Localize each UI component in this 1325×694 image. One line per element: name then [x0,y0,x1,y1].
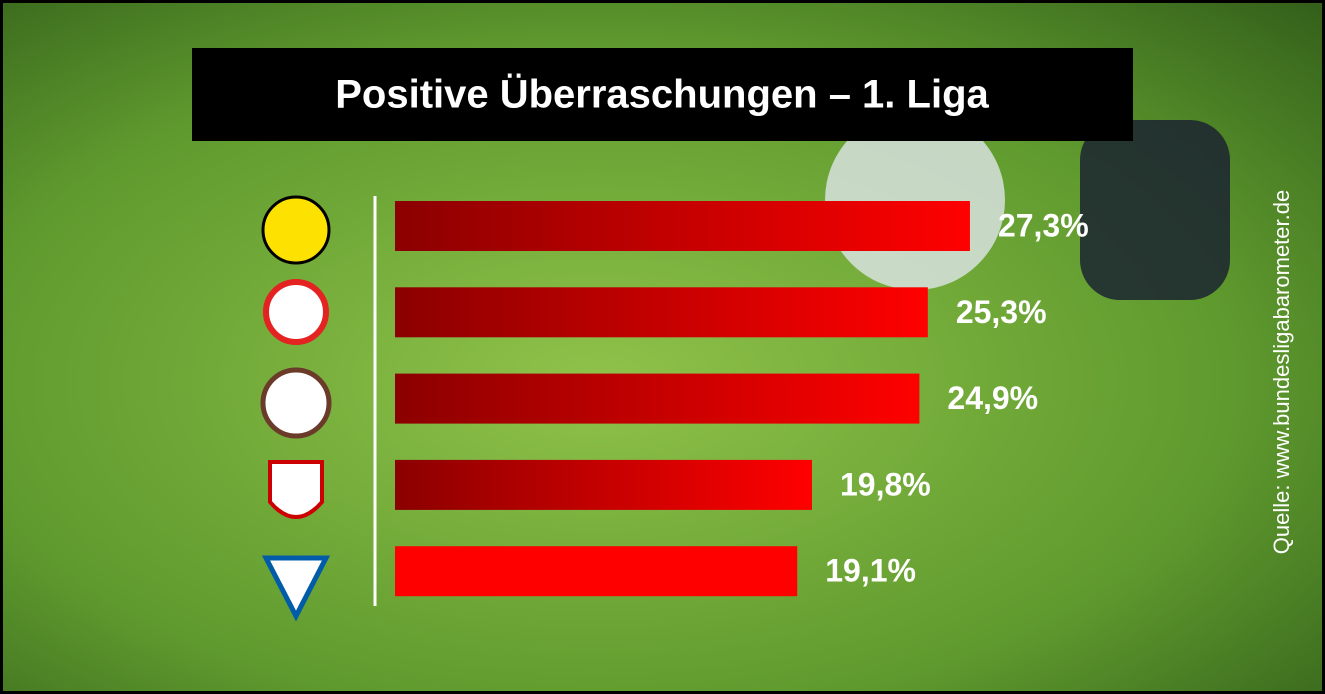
value-label: 19,1% [825,553,916,589]
logos [260,195,332,622]
chart-title: Positive Überraschungen – 1. Liga [335,72,989,117]
logo [260,367,332,439]
logo [261,195,331,265]
value-label: 25,3% [956,294,1047,330]
value-label: 27,3% [998,207,1089,243]
logo [261,555,331,622]
value-label: 24,9% [947,380,1038,416]
logo [263,279,329,345]
bar [395,201,970,251]
title-box [192,48,1133,141]
bar [395,546,798,597]
logo [268,460,324,519]
bar [395,287,928,338]
shoe [1080,120,1230,300]
bar [395,373,920,424]
bar [395,459,812,510]
source: Quelle: www.bundesligabarometer.de [1269,190,1294,554]
value-label: 19,8% [840,466,931,502]
